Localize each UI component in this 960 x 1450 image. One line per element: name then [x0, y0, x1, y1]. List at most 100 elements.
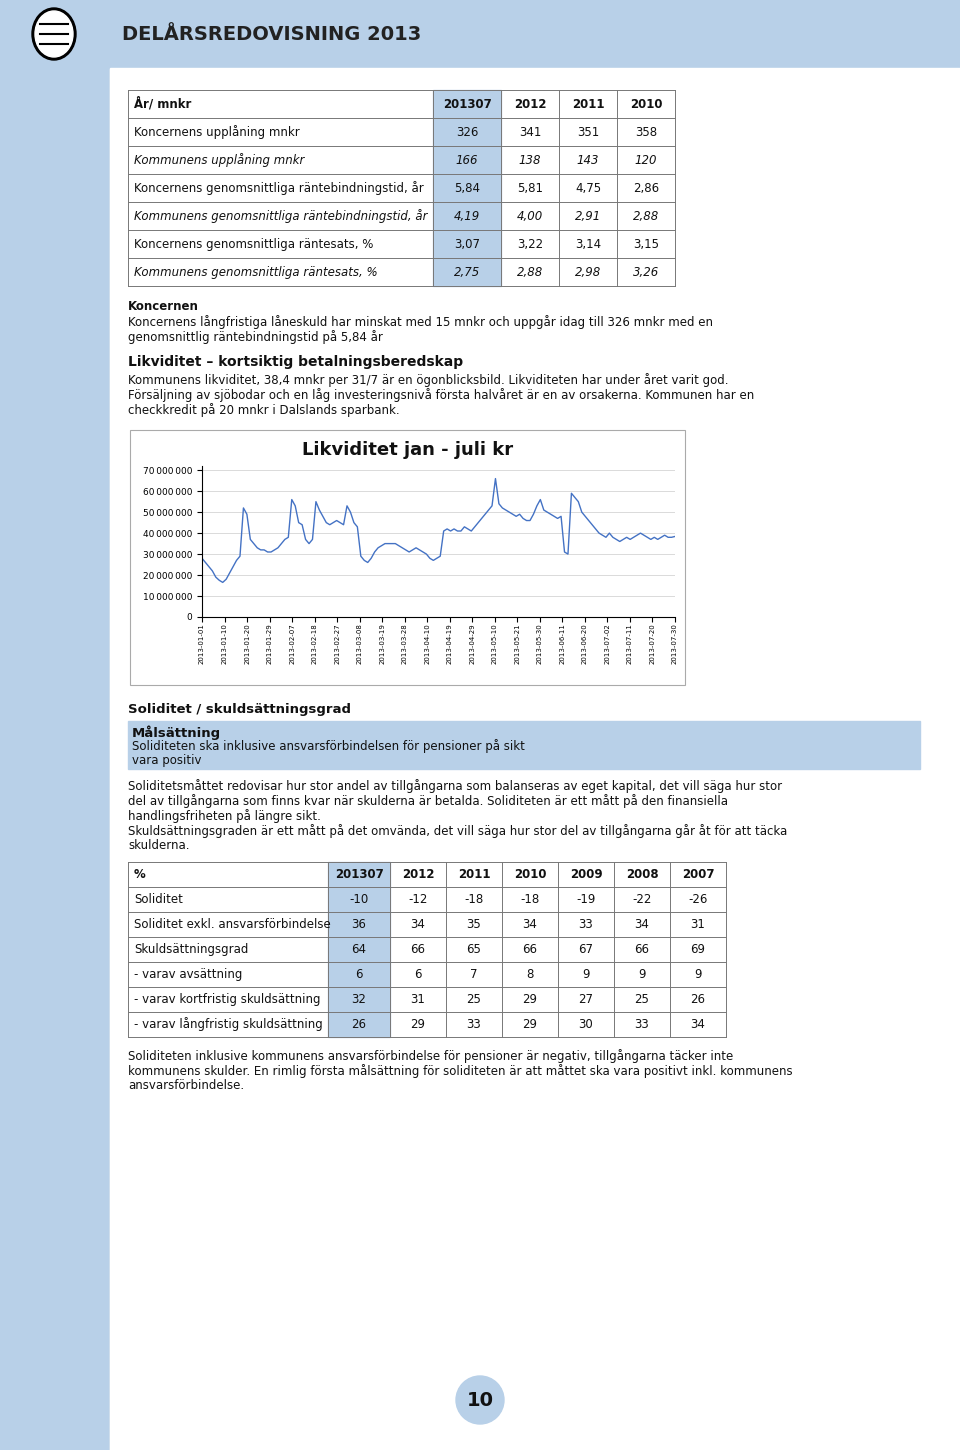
Text: 67: 67: [579, 942, 593, 956]
Text: 10: 10: [467, 1391, 493, 1409]
Text: 3,26: 3,26: [633, 265, 660, 278]
Text: del av tillgångarna som finns kvar när skulderna är betalda. Soliditeten är ett : del av tillgångarna som finns kvar när s…: [128, 795, 728, 808]
Text: Kommunens upplåning mnkr: Kommunens upplåning mnkr: [134, 154, 304, 167]
Text: 25: 25: [467, 993, 481, 1006]
Text: 7: 7: [470, 969, 478, 982]
Text: Kommunens likviditet, 38,4 mnkr per 31/7 är en ögonblicksbild. Likviditeten har : Kommunens likviditet, 38,4 mnkr per 31/7…: [128, 373, 729, 387]
Text: -22: -22: [633, 893, 652, 906]
Text: 2008: 2008: [626, 869, 659, 882]
Bar: [130, 431, 685, 684]
Text: Likviditet jan - juli kr: Likviditet jan - juli kr: [302, 441, 513, 460]
Bar: [128, 721, 920, 768]
Bar: [433, 90, 501, 286]
Text: 69: 69: [690, 942, 706, 956]
Text: Soliditet: Soliditet: [134, 893, 182, 906]
Text: 6: 6: [355, 969, 363, 982]
Text: 358: 358: [635, 126, 657, 139]
Text: -18: -18: [465, 893, 484, 906]
Text: 66: 66: [522, 942, 538, 956]
Text: Soliditeten ska inklusive ansvarsförbindelsen för pensioner på sikt: Soliditeten ska inklusive ansvarsförbind…: [132, 740, 525, 753]
Text: 34: 34: [635, 918, 649, 931]
Text: 29: 29: [411, 1018, 425, 1031]
Text: 66: 66: [635, 942, 650, 956]
Text: 8: 8: [526, 969, 534, 982]
Text: Koncernens långfristiga låneskuld har minskat med 15 mnkr och uppgår idag till 3: Koncernens långfristiga låneskuld har mi…: [128, 315, 713, 329]
Text: Soliditeten inklusive kommunens ansvarsförbindelse för pensioner är negativ, til: Soliditeten inklusive kommunens ansvarsf…: [128, 1048, 733, 1063]
Text: År/ mnkr: År/ mnkr: [134, 97, 191, 110]
Text: 66: 66: [411, 942, 425, 956]
Text: 2007: 2007: [682, 869, 714, 882]
Text: 4,75: 4,75: [575, 181, 601, 194]
Text: 34: 34: [522, 918, 538, 931]
Text: - varav kortfristig skuldsättning: - varav kortfristig skuldsättning: [134, 993, 321, 1006]
Text: 26: 26: [351, 1018, 367, 1031]
Text: 34: 34: [411, 918, 425, 931]
Text: 138: 138: [518, 154, 541, 167]
Text: 2,88: 2,88: [516, 265, 543, 278]
Text: -10: -10: [349, 893, 369, 906]
Text: 3,22: 3,22: [516, 238, 543, 251]
Text: genomsnittlig räntebindningstid på 5,84 år: genomsnittlig räntebindningstid på 5,84 …: [128, 331, 383, 344]
Text: Skuldsättningsgrad: Skuldsättningsgrad: [134, 942, 249, 956]
Bar: [0, 0, 108, 1450]
Text: 201307: 201307: [443, 97, 492, 110]
Text: 2010: 2010: [630, 97, 662, 110]
Text: 65: 65: [467, 942, 481, 956]
Text: 9: 9: [694, 969, 702, 982]
Text: skulderna.: skulderna.: [128, 840, 189, 853]
Text: DELÅRSREDOVISNING 2013: DELÅRSREDOVISNING 2013: [122, 25, 421, 44]
Text: vara positiv: vara positiv: [132, 754, 202, 767]
Text: Soliditet / skuldsättningsgrad: Soliditet / skuldsättningsgrad: [128, 703, 351, 716]
Text: 5,81: 5,81: [517, 181, 543, 194]
Text: 26: 26: [690, 993, 706, 1006]
Text: 25: 25: [635, 993, 649, 1006]
Text: kommunens skulder. En rimlig första målsättning för soliditeten är att måttet sk: kommunens skulder. En rimlig första måls…: [128, 1064, 793, 1077]
Text: 9: 9: [638, 969, 646, 982]
Text: 120: 120: [635, 154, 658, 167]
Text: 2011: 2011: [572, 97, 604, 110]
Text: 326: 326: [456, 126, 478, 139]
Text: Koncernens genomsnittliga räntesats, %: Koncernens genomsnittliga räntesats, %: [134, 238, 373, 251]
Text: 34: 34: [690, 1018, 706, 1031]
Text: 30: 30: [579, 1018, 593, 1031]
Text: Försäljning av sjöbodar och en låg investeringsnivå första halvåret är en av ors: Försäljning av sjöbodar och en låg inves…: [128, 389, 755, 402]
Text: 2011: 2011: [458, 869, 491, 882]
Text: -18: -18: [520, 893, 540, 906]
Text: ansvarsförbindelse.: ansvarsförbindelse.: [128, 1079, 244, 1092]
Text: Likviditet – kortsiktig betalningsberedskap: Likviditet – kortsiktig betalningsbereds…: [128, 355, 463, 368]
Text: 32: 32: [351, 993, 367, 1006]
Text: 2,91: 2,91: [575, 209, 601, 222]
Text: 351: 351: [577, 126, 599, 139]
Text: 341: 341: [518, 126, 541, 139]
Ellipse shape: [32, 9, 76, 59]
Text: Koncernens genomsnittliga räntebindningstid, år: Koncernens genomsnittliga räntebindnings…: [134, 181, 423, 194]
Text: Koncernens upplåning mnkr: Koncernens upplåning mnkr: [134, 125, 300, 139]
Text: 31: 31: [690, 918, 706, 931]
Text: 35: 35: [467, 918, 481, 931]
Text: 2010: 2010: [514, 869, 546, 882]
Text: Skuldsättningsgraden är ett mått på det omvända, det vill säga hur stor del av t: Skuldsättningsgraden är ett mått på det …: [128, 824, 787, 838]
Text: - varav långfristig skuldsättning: - varav långfristig skuldsättning: [134, 1018, 323, 1031]
Text: 2,75: 2,75: [454, 265, 480, 278]
Text: -12: -12: [408, 893, 428, 906]
Text: %: %: [134, 869, 146, 882]
Text: 29: 29: [522, 993, 538, 1006]
Text: 33: 33: [579, 918, 593, 931]
Text: - varav avsättning: - varav avsättning: [134, 969, 242, 982]
Text: 2009: 2009: [569, 869, 602, 882]
Text: 5,84: 5,84: [454, 181, 480, 194]
Text: Soliditetsmåttet redovisar hur stor andel av tillgångarna som balanseras av eget: Soliditetsmåttet redovisar hur stor ande…: [128, 779, 782, 793]
Ellipse shape: [35, 12, 73, 57]
Text: Kommunens genomsnittliga räntebindningstid, år: Kommunens genomsnittliga räntebindningst…: [134, 209, 427, 223]
Bar: [328, 861, 390, 1037]
Text: -26: -26: [688, 893, 708, 906]
Text: 166: 166: [456, 154, 478, 167]
Text: 33: 33: [467, 1018, 481, 1031]
Text: 2012: 2012: [401, 869, 434, 882]
Text: 29: 29: [522, 1018, 538, 1031]
Bar: [110, 68, 960, 1450]
Text: 9: 9: [583, 969, 589, 982]
Text: 3,07: 3,07: [454, 238, 480, 251]
Text: Soliditet exkl. ansvarsförbindelse: Soliditet exkl. ansvarsförbindelse: [134, 918, 331, 931]
Text: 143: 143: [577, 154, 599, 167]
